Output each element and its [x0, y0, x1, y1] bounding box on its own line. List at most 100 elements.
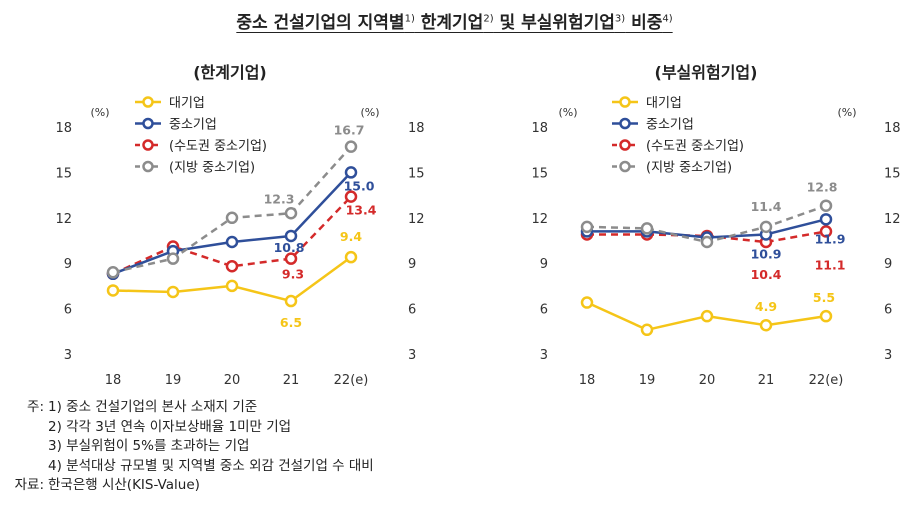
legend-swatch-marker — [142, 117, 154, 130]
y-tick-label-left: 15 — [55, 166, 72, 181]
y-unit-right: (%) — [360, 106, 379, 119]
y-unit-right: (%) — [837, 106, 856, 119]
data-point — [166, 285, 180, 299]
data-label: 10.4 — [751, 267, 782, 282]
y-tick-label-left: 12 — [531, 212, 548, 227]
data-point — [580, 220, 594, 234]
footnote-row: 자료: 한국은행 시산(KIS-Value) — [4, 476, 374, 496]
data-point — [759, 220, 773, 234]
data-label: 16.7 — [334, 123, 365, 138]
y-tick-label-left: 6 — [64, 303, 72, 318]
x-tick-label: 21 — [283, 373, 300, 388]
data-point — [225, 211, 239, 225]
data-label: 4.9 — [755, 299, 777, 314]
data-label: 13.4 — [346, 203, 377, 218]
data-point — [344, 190, 358, 203]
data-label: 5.5 — [813, 290, 835, 305]
x-tick-label: 21 — [758, 373, 775, 388]
footnote-text: 2) 각각 3년 연속 이자보상배율 1미만 기업 — [48, 418, 292, 435]
y-tick-label-left: 3 — [64, 348, 72, 363]
data-point — [759, 318, 773, 332]
chart-title: (부실위험기업) — [655, 63, 758, 82]
data-point — [640, 222, 654, 235]
legend-label: (수도권 중소기업) — [169, 139, 267, 154]
x-tick-label: 19 — [165, 373, 182, 388]
footnote-row: 3) 부실위험이 5%를 초과하는 기업 — [4, 437, 374, 457]
title-footnote-mark: 2) — [483, 13, 494, 25]
data-label: 6.5 — [280, 315, 302, 330]
data-label: 10.9 — [751, 246, 782, 261]
charts-canvas: (한계기업) (%) (%) 3 3 6 6 9 9 12 12 15 15 18 18 18 19 20 21 22… — [55, 63, 901, 388]
y-tick-label-right: 15 — [408, 166, 425, 181]
footnote-row: 주: 1) 중소 건설기업의 본사 소재지 기준 — [4, 398, 374, 418]
footnote-label: 주: — [27, 399, 44, 415]
y-unit-left: (%) — [558, 106, 577, 119]
data-point — [819, 213, 833, 226]
x-tick-label: 20 — [699, 373, 716, 388]
data-point — [819, 225, 833, 238]
y-tick-label-left: 9 — [540, 257, 548, 272]
data-label: 15.0 — [344, 178, 375, 193]
footnote-row: 4) 분석대상 규모별 및 지역별 중소 외감 건설기업 수 대비 — [4, 457, 374, 477]
x-tick-label: 20 — [224, 373, 241, 388]
x-tick-label: 18 — [579, 373, 596, 388]
y-tick-label-right: 3 — [408, 348, 416, 363]
data-label: 9.3 — [282, 267, 304, 282]
title-footnote-mark: 4) — [662, 13, 673, 25]
y-tick-label-right: 9 — [884, 257, 892, 272]
footnote-text: 3) 부실위험이 5%를 초과하는 기업 — [48, 438, 250, 454]
legend-swatch-marker — [619, 139, 631, 151]
source-label: 자료: — [14, 477, 44, 493]
source-text: 한국은행 시산(KIS-Value) — [48, 477, 200, 493]
data-point — [284, 229, 298, 243]
legend-label: 중소기업 — [646, 118, 694, 133]
title-part: 및 부실위험기업 — [493, 13, 615, 33]
data-point — [106, 284, 120, 297]
data-point — [166, 252, 180, 265]
data-label: 11.9 — [815, 231, 846, 246]
x-tick-label: 19 — [639, 373, 656, 388]
data-point — [580, 296, 594, 309]
legend-swatch-marker — [142, 160, 154, 173]
title-footnote-mark: 3) — [614, 13, 626, 25]
data-label: 11.4 — [751, 199, 782, 214]
legend-swatch-marker — [619, 117, 631, 130]
data-point — [344, 140, 358, 153]
y-tick-label-right: 12 — [408, 212, 425, 227]
main-title: 중소 건설기업의 지역별1) 한계기업2) 및 부실위험기업3) 비중4) — [0, 8, 909, 33]
legend-swatch-marker — [142, 139, 154, 151]
footnote-text: 1) 중소 건설기업의 본사 소재지 기준 — [48, 399, 258, 415]
data-label: 11.1 — [815, 257, 846, 272]
footnote-text: 4) 분석대상 규모별 및 지역별 중소 외감 건설기업 수 대비 — [48, 457, 374, 474]
y-tick-label-right: 12 — [884, 212, 901, 227]
footnotes: 주: 1) 중소 건설기업의 본사 소재지 기준 2) 각각 3년 연속 이자보상… — [4, 398, 374, 496]
y-tick-label-right: 18 — [884, 121, 901, 136]
title-footnote-mark: 1) — [404, 13, 415, 25]
data-point — [284, 252, 298, 265]
legend-label: 중소기업 — [169, 118, 217, 133]
legend-label: 대기업 — [646, 96, 682, 111]
y-tick-label-left: 15 — [531, 166, 548, 181]
footnote-row: 2) 각각 3년 연속 이자보상배율 1미만 기업 — [4, 418, 374, 438]
y-tick-label-right: 6 — [408, 303, 416, 318]
data-label: 10.8 — [274, 240, 305, 255]
legend-label: (지방 중소기업) — [169, 161, 255, 176]
legend-swatch-marker — [619, 160, 631, 173]
data-point — [344, 166, 358, 179]
y-tick-label-right: 15 — [884, 166, 901, 181]
y-tick-label-left: 9 — [64, 257, 72, 272]
data-point — [640, 323, 654, 337]
y-tick-label-right: 3 — [884, 348, 892, 363]
title-part: 비중 — [625, 13, 663, 33]
title-part: 중소 건설기업의 지역별 — [236, 13, 405, 33]
chart-title: (한계기업) — [193, 63, 267, 82]
data-point — [225, 279, 239, 293]
data-point — [225, 235, 239, 249]
x-tick-label: 18 — [105, 373, 122, 388]
data-label: 12.8 — [807, 180, 838, 195]
y-tick-label-left: 18 — [531, 121, 548, 136]
y-tick-label-right: 9 — [408, 257, 416, 272]
legend-label: (지방 중소기업) — [646, 161, 732, 176]
data-label: 12.3 — [264, 191, 295, 206]
data-point — [284, 294, 298, 308]
